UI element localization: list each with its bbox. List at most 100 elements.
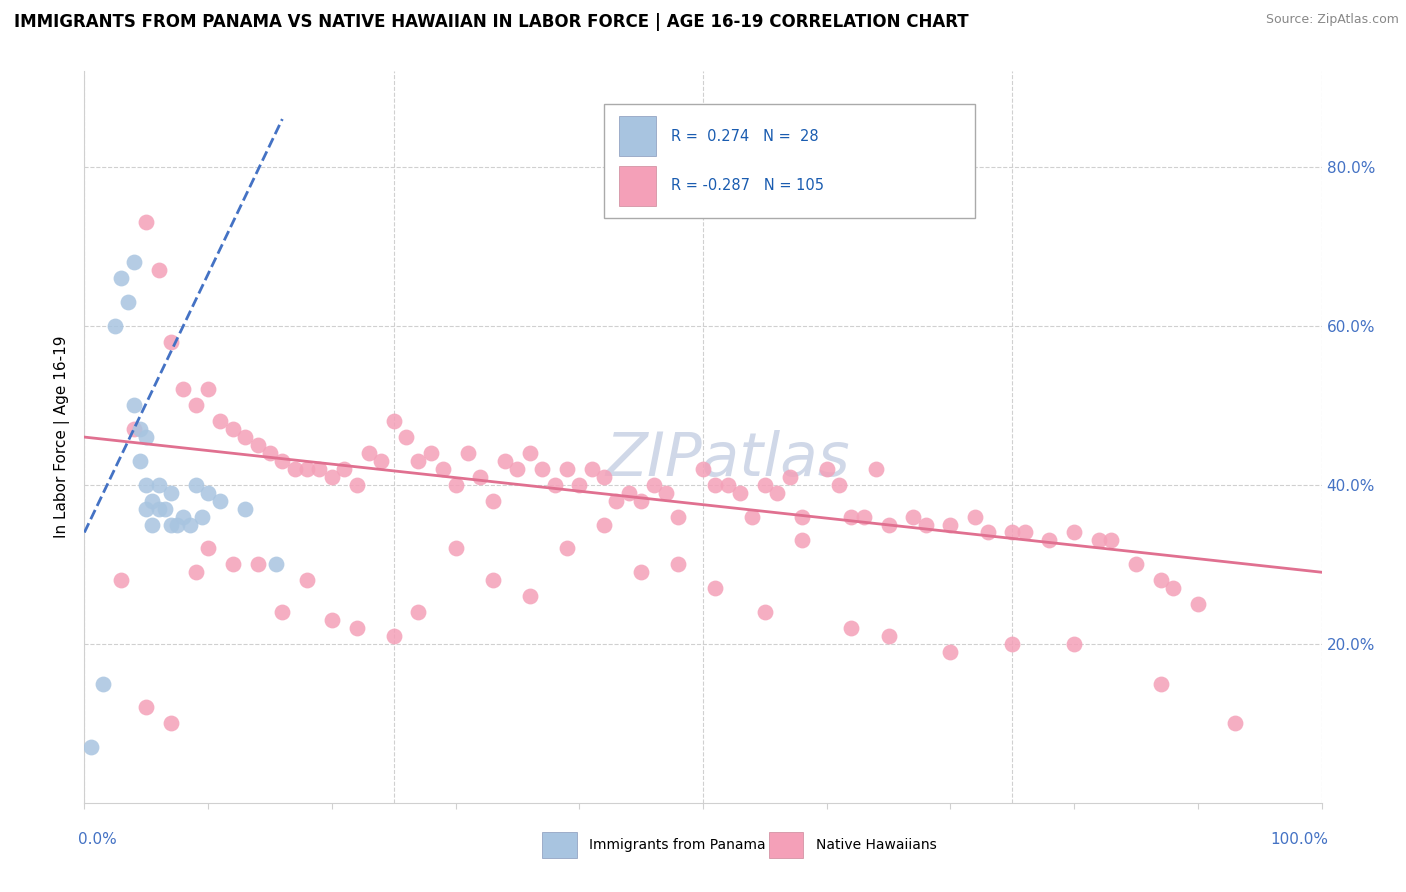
Point bbox=[110, 573, 132, 587]
Point bbox=[79, 740, 101, 755]
Point bbox=[160, 716, 183, 731]
Point bbox=[271, 605, 294, 619]
Text: 0.0%: 0.0% bbox=[79, 832, 117, 847]
Point bbox=[470, 470, 492, 484]
Point bbox=[172, 509, 194, 524]
Y-axis label: In Labor Force | Age 16-19: In Labor Force | Age 16-19 bbox=[55, 335, 70, 539]
Point bbox=[965, 509, 987, 524]
Point bbox=[877, 517, 900, 532]
Point bbox=[166, 517, 188, 532]
Point bbox=[939, 645, 962, 659]
Point bbox=[593, 470, 616, 484]
Point bbox=[141, 517, 163, 532]
Point bbox=[790, 533, 813, 548]
Point bbox=[122, 255, 145, 269]
Point bbox=[141, 493, 163, 508]
Point bbox=[543, 477, 565, 491]
Point bbox=[222, 422, 245, 436]
Point bbox=[741, 509, 763, 524]
Point bbox=[110, 271, 132, 285]
Point bbox=[191, 509, 214, 524]
Text: ZIPatlas: ZIPatlas bbox=[606, 430, 851, 489]
Point bbox=[197, 541, 219, 556]
Point bbox=[222, 558, 245, 572]
Point bbox=[197, 485, 219, 500]
Text: IMMIGRANTS FROM PANAMA VS NATIVE HAWAIIAN IN LABOR FORCE | AGE 16-19 CORRELATION: IMMIGRANTS FROM PANAMA VS NATIVE HAWAIIA… bbox=[14, 13, 969, 31]
Point bbox=[148, 477, 170, 491]
Point bbox=[939, 517, 962, 532]
Point bbox=[104, 318, 127, 333]
Point bbox=[494, 454, 516, 468]
Point bbox=[754, 477, 776, 491]
Point bbox=[605, 493, 627, 508]
Point bbox=[666, 558, 689, 572]
Point bbox=[295, 462, 318, 476]
Point bbox=[815, 462, 838, 476]
Point bbox=[153, 501, 176, 516]
Point bbox=[382, 414, 405, 428]
Point bbox=[666, 509, 689, 524]
Point bbox=[148, 263, 170, 277]
Point bbox=[408, 454, 430, 468]
Point bbox=[457, 446, 479, 460]
Point bbox=[581, 462, 603, 476]
Point bbox=[91, 676, 114, 690]
Point bbox=[841, 621, 863, 635]
Point bbox=[184, 566, 207, 580]
Point bbox=[129, 422, 152, 436]
Point bbox=[444, 541, 467, 556]
FancyBboxPatch shape bbox=[619, 166, 657, 206]
Point bbox=[704, 477, 727, 491]
Point bbox=[1001, 525, 1024, 540]
Text: 100.0%: 100.0% bbox=[1270, 832, 1327, 847]
Point bbox=[135, 430, 157, 444]
Point bbox=[179, 517, 201, 532]
Point bbox=[135, 501, 157, 516]
Point bbox=[271, 454, 294, 468]
Point bbox=[692, 462, 714, 476]
Point bbox=[408, 605, 430, 619]
Point bbox=[1223, 716, 1246, 731]
Point bbox=[617, 485, 640, 500]
Point bbox=[865, 462, 887, 476]
Point bbox=[209, 414, 232, 428]
Point bbox=[333, 462, 356, 476]
Point bbox=[555, 462, 578, 476]
Point bbox=[1150, 676, 1173, 690]
Point bbox=[129, 454, 152, 468]
Point bbox=[1099, 533, 1122, 548]
Point bbox=[122, 398, 145, 412]
Point bbox=[160, 485, 183, 500]
Point bbox=[259, 446, 281, 460]
Point bbox=[444, 477, 467, 491]
Point bbox=[877, 629, 900, 643]
Point bbox=[184, 477, 207, 491]
FancyBboxPatch shape bbox=[543, 832, 576, 858]
Point bbox=[717, 477, 740, 491]
Point bbox=[357, 446, 380, 460]
Point bbox=[233, 501, 256, 516]
Point bbox=[197, 383, 219, 397]
Point bbox=[295, 573, 318, 587]
Point bbox=[1187, 597, 1209, 611]
Point bbox=[630, 566, 652, 580]
Point bbox=[828, 477, 851, 491]
Point bbox=[519, 446, 541, 460]
Point bbox=[432, 462, 454, 476]
Point bbox=[728, 485, 751, 500]
Point bbox=[568, 477, 591, 491]
Point bbox=[395, 430, 418, 444]
Point bbox=[308, 462, 330, 476]
Point bbox=[346, 621, 368, 635]
Point bbox=[1150, 573, 1173, 587]
Text: Source: ZipAtlas.com: Source: ZipAtlas.com bbox=[1265, 13, 1399, 27]
Text: R =  0.274   N =  28: R = 0.274 N = 28 bbox=[671, 128, 818, 144]
FancyBboxPatch shape bbox=[619, 116, 657, 156]
Point bbox=[209, 493, 232, 508]
Point bbox=[790, 509, 813, 524]
Point bbox=[976, 525, 998, 540]
Point bbox=[1063, 637, 1085, 651]
FancyBboxPatch shape bbox=[605, 104, 976, 218]
Point bbox=[1161, 581, 1184, 595]
Point bbox=[643, 477, 665, 491]
